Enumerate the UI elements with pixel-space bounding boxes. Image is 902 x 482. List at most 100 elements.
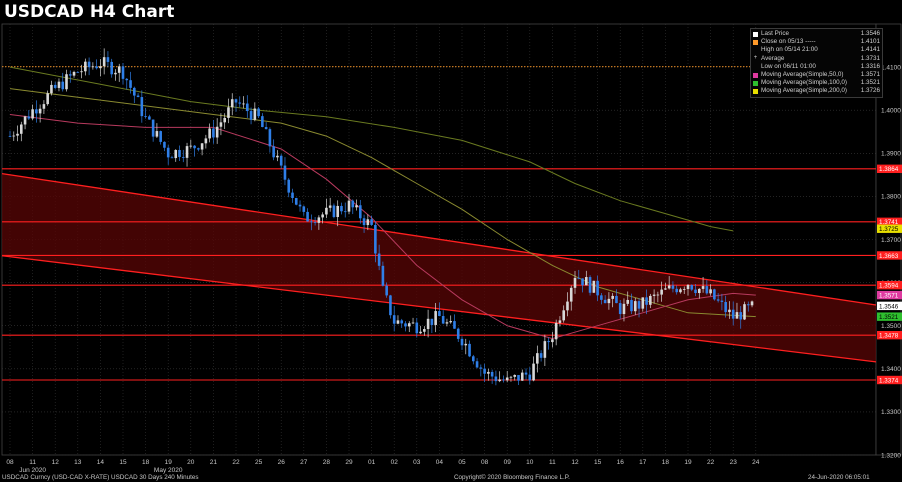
- candle-body: [607, 298, 611, 304]
- y-tick-label: 1.3400: [881, 366, 901, 373]
- legend-swatch: [753, 89, 758, 95]
- candle-body: [396, 320, 400, 324]
- x-tick-label: 02: [391, 459, 399, 466]
- candle-body: [520, 372, 524, 381]
- legend-value: 1.3546: [860, 30, 880, 37]
- candle-body: [279, 155, 283, 166]
- candle-body: [212, 128, 215, 138]
- candle-body: [381, 265, 385, 286]
- x-tick-label: 01: [368, 459, 376, 466]
- candle-body: [8, 136, 12, 137]
- candle-body: [99, 66, 102, 69]
- x-tick-label: 27: [300, 459, 308, 466]
- candle-body: [682, 289, 686, 290]
- candle-body: [65, 74, 68, 90]
- candles: [8, 48, 754, 386]
- candle-body: [42, 104, 46, 109]
- price-tag-label: 1.3725: [879, 226, 899, 233]
- x-tick-label: 04: [436, 459, 444, 466]
- price-tag: 1.3571: [877, 290, 902, 299]
- candle-body: [385, 285, 388, 296]
- candle-body: [536, 353, 539, 364]
- candle-body: [494, 376, 498, 382]
- candle-body: [709, 289, 712, 294]
- legend-label: Moving Average(Simple,50,0): [761, 71, 844, 79]
- candle-body: [178, 149, 181, 158]
- x-tick-label: 16: [617, 459, 625, 466]
- x-tick-label: 19: [165, 459, 173, 466]
- x-tick-label: 12: [571, 459, 579, 466]
- candle-body: [102, 57, 106, 67]
- x-tick-label: 12: [52, 459, 60, 466]
- candle-body: [242, 103, 245, 105]
- candle-body: [208, 128, 211, 139]
- candle-body: [166, 147, 170, 158]
- price-tag: 1.3521: [877, 312, 902, 321]
- candle-body: [257, 108, 260, 117]
- candle-body: [38, 108, 42, 114]
- candle-body: [197, 148, 200, 150]
- candle-body: [227, 107, 230, 118]
- candle-body: [637, 301, 641, 309]
- price-tag-box: [877, 280, 902, 290]
- y-tick-label: 1.3300: [881, 409, 901, 416]
- candle-body: [223, 117, 226, 123]
- candle-body: [148, 116, 151, 120]
- candle-body: [603, 299, 607, 304]
- candle-body: [453, 321, 456, 329]
- candle-body: [569, 287, 573, 302]
- candle-body: [84, 61, 87, 72]
- x-tick-label: 17: [639, 459, 647, 466]
- candle-body: [72, 71, 76, 76]
- candle-body: [690, 285, 694, 290]
- candle-body: [193, 145, 196, 149]
- candle-body: [419, 331, 422, 334]
- price-tag-box: [877, 164, 902, 174]
- legend-row-ma50: Moving Average(Simple,50,0) 1.3571: [753, 71, 880, 79]
- price-tag: 1.3725: [877, 224, 902, 233]
- footer-timestamp: 24-Jun-2020 06:05:01: [808, 474, 870, 481]
- channel-lower-line: [1, 255, 877, 363]
- candle-body: [249, 111, 253, 120]
- candle-body: [750, 301, 754, 306]
- candle-body: [713, 289, 716, 300]
- candle-body: [434, 311, 437, 325]
- candle-body: [264, 127, 268, 130]
- candle-body: [23, 116, 27, 125]
- month-label: Jun 2020: [19, 467, 46, 474]
- legend-row-ma200: Moving Average(Simple,200,0) 1.3726: [753, 87, 880, 95]
- candle-body: [487, 371, 490, 374]
- legend-value: 1.3521: [860, 79, 880, 87]
- candle-body: [377, 253, 381, 266]
- legend-label: Close on 05/13 -----: [761, 38, 816, 46]
- candle-body: [325, 207, 328, 215]
- candle-body: [528, 374, 532, 381]
- candle-body: [698, 288, 701, 294]
- candle-body: [321, 214, 324, 218]
- price-tag: 1.3864: [877, 164, 902, 174]
- candle-body: [253, 108, 257, 120]
- x-tick-label: 13: [74, 459, 82, 466]
- legend-swatch: [753, 31, 758, 37]
- x-tick-label: 05: [458, 459, 466, 466]
- candle-body: [347, 200, 351, 212]
- candle-body: [611, 295, 614, 299]
- candle-body: [566, 301, 569, 311]
- candle-body: [310, 221, 313, 223]
- candle-body: [340, 205, 343, 212]
- candle-body: [441, 316, 445, 324]
- candle-body: [298, 204, 302, 207]
- candle-body: [61, 81, 65, 90]
- candle-body: [667, 285, 671, 289]
- candle-body: [170, 157, 174, 159]
- legend-label: Low on 06/11 01:00: [761, 62, 816, 70]
- candle-body: [735, 312, 739, 319]
- price-tag-box: [877, 224, 902, 233]
- y-tick-label: 1.3700: [881, 237, 901, 244]
- candle-body: [136, 95, 140, 98]
- candle-body: [622, 303, 626, 315]
- candle-body: [720, 300, 724, 302]
- x-tick-label: 25: [255, 459, 263, 466]
- candle-body: [317, 217, 321, 223]
